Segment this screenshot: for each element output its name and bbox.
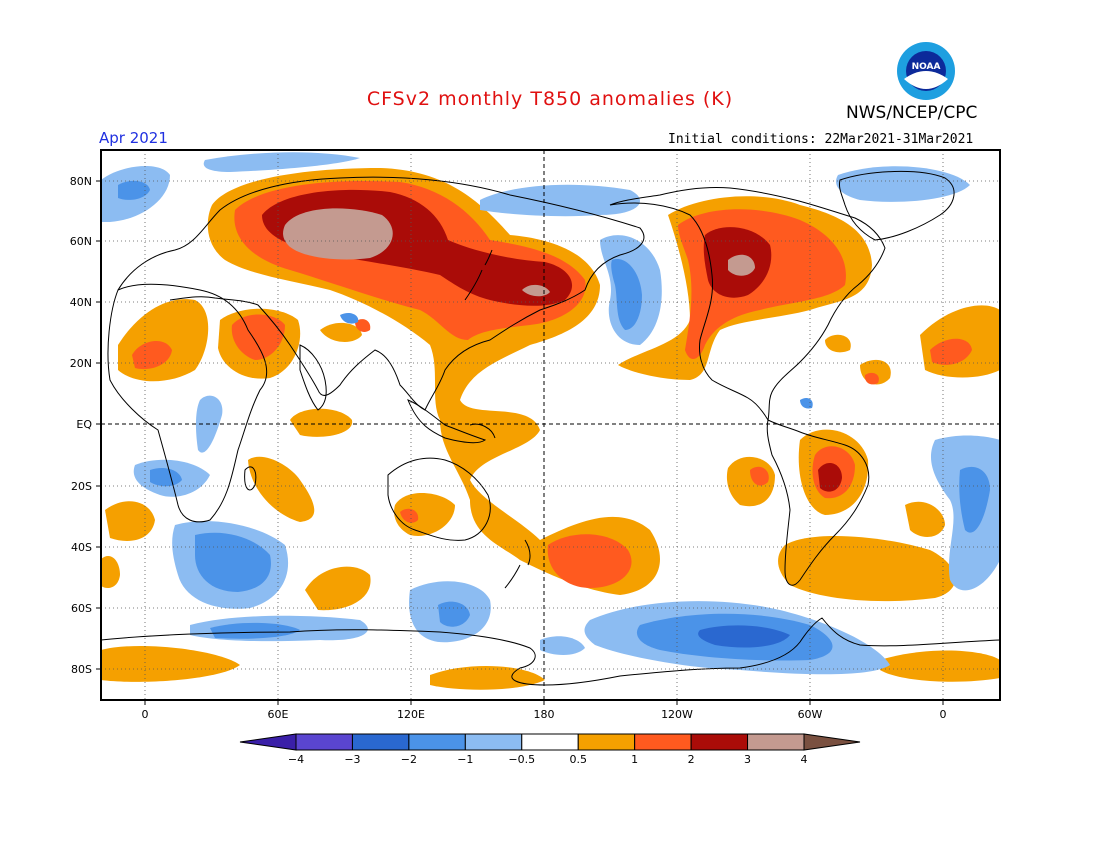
anomaly-fields [101, 152, 1000, 690]
colorbar-label: −1 [457, 753, 473, 766]
colorbar-label: 3 [744, 753, 751, 766]
colorbar-segment [464, 733, 523, 751]
lat-label: EQ [76, 418, 92, 431]
lon-label: 60W [798, 708, 823, 721]
axis-ticks [96, 180, 944, 705]
warm-orange-regions [101, 168, 1000, 690]
colorbar-label: −3 [344, 753, 360, 766]
colorbar-label: −0.5 [508, 753, 535, 766]
noaa-logo-text: NOAA [912, 62, 941, 72]
lat-labels: 80N 60N 40N 20N EQ 20S 40S 60S 80S [70, 175, 93, 676]
lat-label: 80N [70, 175, 92, 188]
valid-month: Apr 2021 [99, 129, 168, 147]
colorbar-label: 1 [631, 753, 638, 766]
colorbar-label: −4 [288, 753, 304, 766]
colorbar-segment [239, 733, 297, 751]
colorbar: −4 −3 −2 −1 −0.5 0.5 1 2 3 4 [239, 733, 861, 766]
lat-label: 20S [71, 480, 92, 493]
colorbar-segment [577, 733, 636, 751]
colorbar-label: 4 [801, 753, 808, 766]
initial-conditions: Initial conditions: 22Mar2021-31Mar2021 [668, 132, 974, 147]
lat-label: 20N [70, 357, 92, 370]
colorbar-segment [803, 733, 861, 751]
noaa-logo: NOAA [897, 42, 955, 100]
colorbar-segment [521, 733, 579, 751]
lon-label: 0 [142, 708, 149, 721]
colorbar-segment [295, 733, 353, 751]
lon-label: 120E [397, 708, 425, 721]
warm-brown-regions [283, 208, 755, 297]
cool-blue-regions [118, 180, 990, 661]
lon-label: 60E [268, 708, 289, 721]
lat-label: 40N [70, 296, 92, 309]
colorbar-segment [351, 733, 410, 751]
colorbar-segment [690, 733, 749, 751]
colorbar-label: 0.5 [569, 753, 587, 766]
colorbar-segment [408, 733, 466, 751]
coastlines [101, 170, 1000, 686]
lon-label: 180 [534, 708, 555, 721]
lon-label: 120W [661, 708, 693, 721]
cool-darkblue-regions [698, 625, 790, 648]
colorbar-segment [634, 733, 692, 751]
lat-label: 60N [70, 235, 92, 248]
lat-label: 60S [71, 602, 92, 615]
agency-label: NWS/NCEP/CPC [846, 103, 978, 123]
lat-label: 40S [71, 541, 92, 554]
reference-lines [101, 150, 1000, 700]
colorbar-label: 2 [688, 753, 695, 766]
lon-labels: 0 60E 120E 180 120W 60W 0 [142, 708, 947, 721]
lon-label: 0 [940, 708, 947, 721]
colorbar-label: −2 [401, 753, 417, 766]
map-frame [100, 149, 1001, 701]
lat-label: 80S [71, 663, 92, 676]
chart-title: CFSv2 monthly T850 anomalies (K) [366, 88, 734, 110]
colorbar-segment [747, 733, 805, 751]
